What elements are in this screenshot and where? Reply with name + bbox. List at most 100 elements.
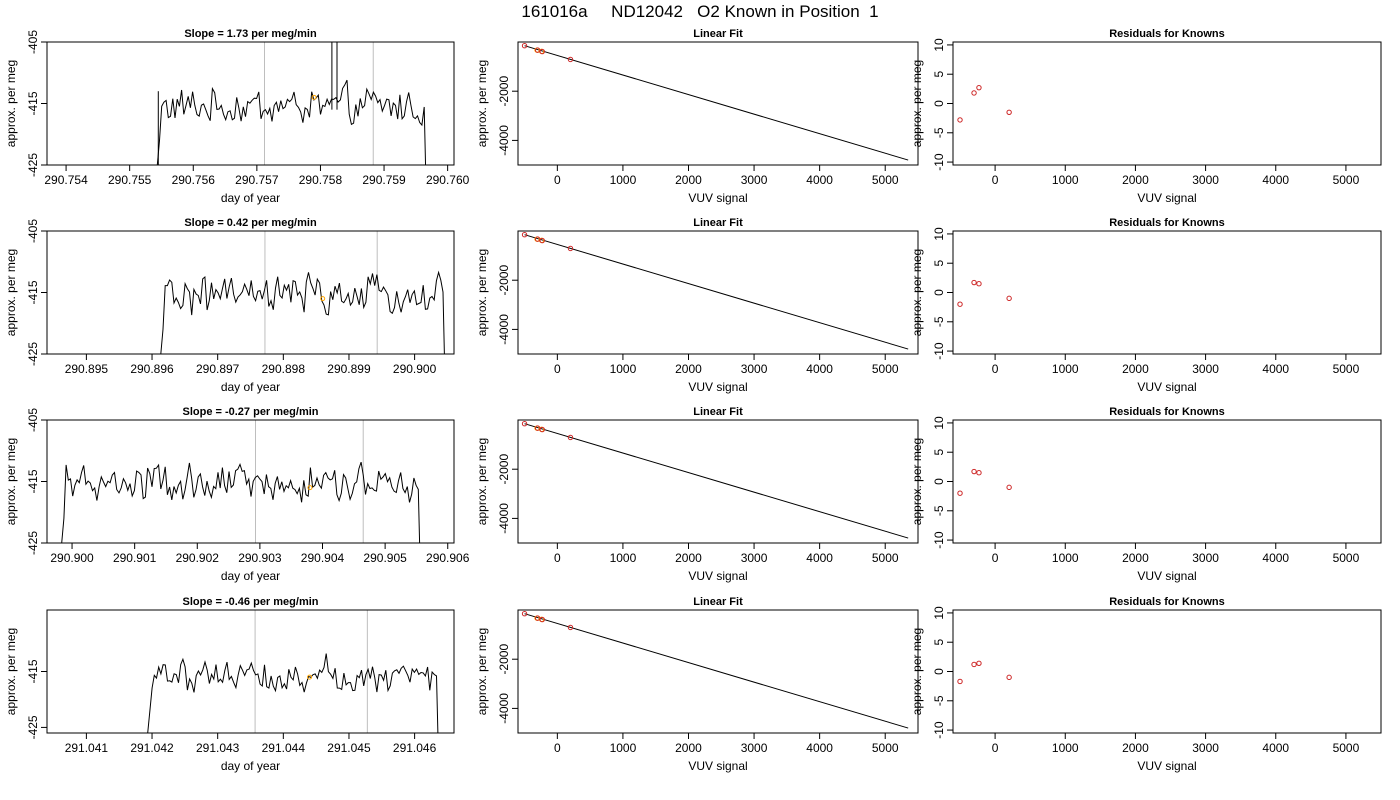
known-point — [521, 610, 528, 617]
y-tick-label: -4000 — [497, 314, 511, 345]
y-tick-label: 5 — [932, 639, 946, 646]
panel-title: Residuals for Knowns — [1109, 596, 1225, 608]
y-tick-label: -425 — [26, 531, 40, 555]
x-tick-label: 1000 — [610, 551, 637, 565]
y-axis-label: approx. per meg — [910, 438, 924, 525]
panel-1-2: Linear Fit VUV signal approx. per meg 0 1000… — [475, 28, 919, 205]
x-tick-label: 290.756 — [172, 173, 216, 187]
plot-frame — [952, 230, 1382, 355]
residual-point — [1006, 674, 1012, 681]
x-tick-label: 5000 — [1333, 741, 1360, 755]
y-tick-label: 5 — [932, 260, 946, 267]
y-axis-label: approx. per meg — [910, 60, 924, 147]
y-tick-label: -4000 — [497, 503, 511, 534]
y-tick-label: -425 — [26, 715, 40, 739]
y-tick-label: 10 — [932, 227, 946, 241]
panel-2-2: Linear Fit VUV signal approx. per meg 0 1000… — [475, 217, 919, 394]
y-tick-label: -405 — [26, 219, 40, 243]
y-tick-label: -415 — [26, 659, 40, 683]
y-axis-label: approx. per meg — [475, 628, 489, 715]
x-tick-label: 290.900 — [393, 362, 437, 376]
y-tick-label: -4000 — [497, 693, 511, 724]
plot-area — [156, 42, 427, 165]
x-tick-label: 290.759 — [362, 173, 406, 187]
x-tick-label: 2000 — [1122, 362, 1149, 376]
x-tick-label: 4000 — [806, 362, 833, 376]
figure-title: 161016a ND12042 O2 Known in Position 1 — [521, 2, 879, 21]
y-axis-label: approx. per meg — [4, 60, 18, 147]
y-tick-label: 10 — [932, 606, 946, 620]
fit-line — [524, 45, 909, 161]
data-trace — [160, 270, 445, 354]
x-tick-label: 3000 — [741, 551, 768, 565]
known-point — [539, 237, 545, 244]
x-axis-label: day of year — [221, 191, 280, 205]
x-tick-label: 1000 — [610, 173, 637, 187]
x-tick-label: 2000 — [675, 741, 702, 755]
data-trace — [61, 461, 421, 543]
y-tick-label: -5 — [932, 316, 946, 327]
x-tick-label: 1000 — [610, 741, 637, 755]
y-tick-label: -5 — [932, 695, 946, 706]
y-axis-label: approx. per meg — [475, 60, 489, 147]
panel-title: Residuals for Knowns — [1109, 406, 1225, 418]
x-axis-label: VUV signal — [1137, 191, 1196, 205]
x-tick-label: 4000 — [1262, 173, 1289, 187]
x-tick-label: 290.902 — [176, 551, 220, 565]
plot-frame — [46, 230, 455, 355]
x-tick-label: 3000 — [1192, 362, 1219, 376]
panel-title: Residuals for Knowns — [1109, 217, 1225, 229]
x-tick-label: 5000 — [872, 173, 899, 187]
panel-3-1: Slope = -0.27 per meg/min day of year appr… — [4, 406, 470, 583]
plot-area — [521, 42, 909, 161]
y-tick-label: -415 — [26, 469, 40, 493]
x-tick-label: 5000 — [872, 741, 899, 755]
x-tick-label: 290.898 — [262, 362, 306, 376]
x-tick-label: 2000 — [1122, 741, 1149, 755]
sample-marker — [311, 94, 317, 100]
plot-frame — [517, 419, 919, 544]
x-tick-label: 3000 — [741, 173, 768, 187]
x-tick-label: 5000 — [872, 551, 899, 565]
known-point — [534, 47, 541, 53]
x-axis-label: VUV signal — [1137, 759, 1196, 773]
x-tick-label: 291.041 — [65, 741, 109, 755]
y-tick-label: 10 — [932, 416, 946, 430]
residual-point — [971, 661, 977, 668]
known-point — [567, 245, 574, 252]
x-tick-label: 290.901 — [113, 551, 157, 565]
x-tick-label: 5000 — [1333, 362, 1360, 376]
y-tick-label: -415 — [26, 91, 40, 115]
panel-title: Slope = -0.46 per meg/min — [182, 596, 318, 608]
x-tick-label: 0 — [554, 173, 561, 187]
x-axis-label: VUV signal — [688, 380, 747, 394]
x-axis-label: day of year — [221, 569, 280, 583]
data-trace — [156, 79, 427, 165]
x-tick-label: 3000 — [1192, 741, 1219, 755]
plot-frame — [952, 609, 1382, 734]
x-tick-label: 1000 — [1052, 362, 1079, 376]
residual-point — [957, 301, 963, 307]
y-tick-label: -425 — [26, 153, 40, 177]
residual-point — [957, 490, 963, 496]
data-trace — [147, 653, 439, 733]
x-tick-label: 0 — [554, 362, 561, 376]
y-axis-label: approx. per meg — [4, 628, 18, 715]
x-axis-label: VUV signal — [1137, 380, 1196, 394]
y-axis-label: approx. per meg — [4, 249, 18, 336]
residual-point — [1006, 295, 1012, 302]
x-tick-label: 3000 — [741, 362, 768, 376]
x-tick-label: 2000 — [675, 173, 702, 187]
x-axis-label: VUV signal — [688, 759, 747, 773]
x-tick-label: 1000 — [1052, 551, 1079, 565]
y-tick-label: -2000 — [497, 265, 511, 296]
x-tick-label: 0 — [992, 741, 999, 755]
x-tick-label: 0 — [992, 362, 999, 376]
residual-point — [957, 117, 963, 123]
y-axis-label: approx. per meg — [910, 249, 924, 336]
panel-3-2: Linear Fit VUV signal approx. per meg 0 1000… — [475, 406, 919, 583]
y-axis-label: approx. per meg — [4, 438, 18, 525]
x-tick-label: 291.043 — [196, 741, 240, 755]
panel-title: Linear Fit — [693, 217, 743, 229]
y-axis-label: approx. per meg — [910, 628, 924, 715]
